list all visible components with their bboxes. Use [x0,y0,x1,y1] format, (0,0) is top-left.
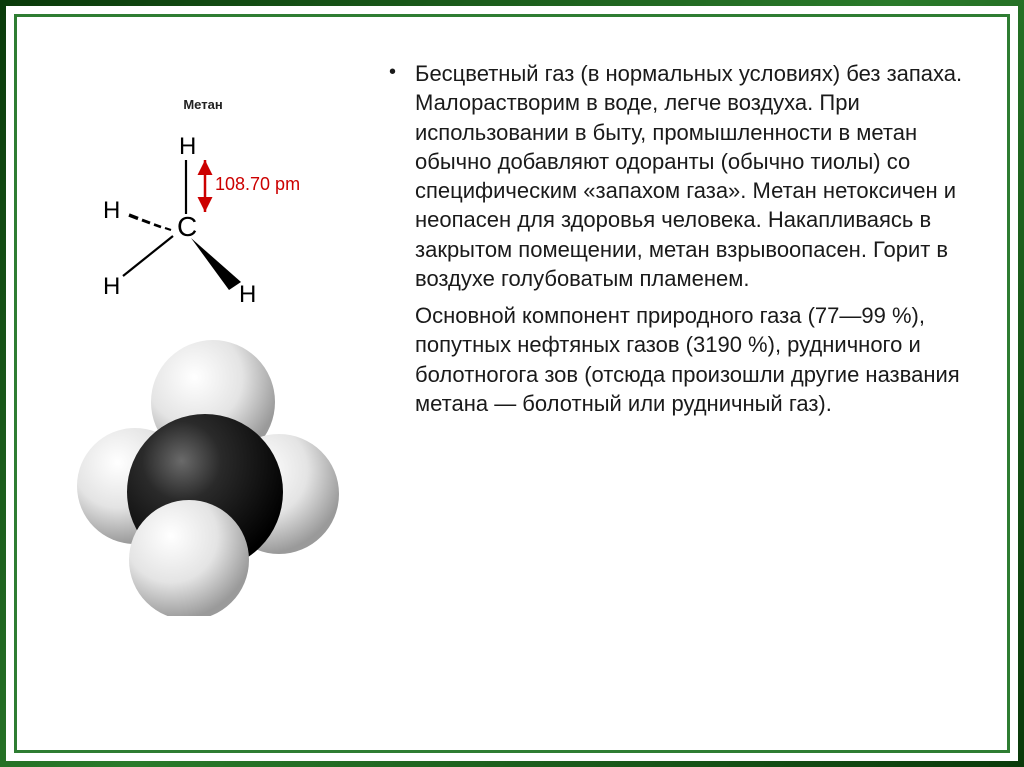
bond-wedge-front [191,238,241,290]
paragraph-2: Основной компонент природного газа (77—9… [415,301,963,418]
slide-content-frame: Метан C H H [14,14,1010,753]
hydrogen-top-label: H [179,133,196,160]
paragraph-1: Бесцветный газ (в нормальных условиях) б… [415,59,963,293]
bond-dashed-back [129,215,171,230]
bond-left-lower [123,236,173,276]
right-column: Бесцветный газ (в нормальных условиях) б… [387,53,971,722]
hydrogen-back-label: H [103,197,120,224]
structural-formula-diagram: C H H H H [93,126,313,306]
outer-gradient-frame: Метан C H H [0,0,1024,767]
molecule-title: Метан [183,97,222,112]
bond-length-label: 108.70 pm [215,174,300,194]
hydrogen-sphere-front [129,500,249,616]
spacefill-model [63,336,343,616]
hydrogen-left-lower-label: H [103,273,120,300]
carbon-atom-label: C [177,211,197,242]
text-list: Бесцветный газ (в нормальных условиях) б… [387,59,963,418]
white-matte: Метан C H H [6,6,1018,761]
hydrogen-front-label: H [239,281,256,306]
left-column: Метан C H H [53,53,353,722]
